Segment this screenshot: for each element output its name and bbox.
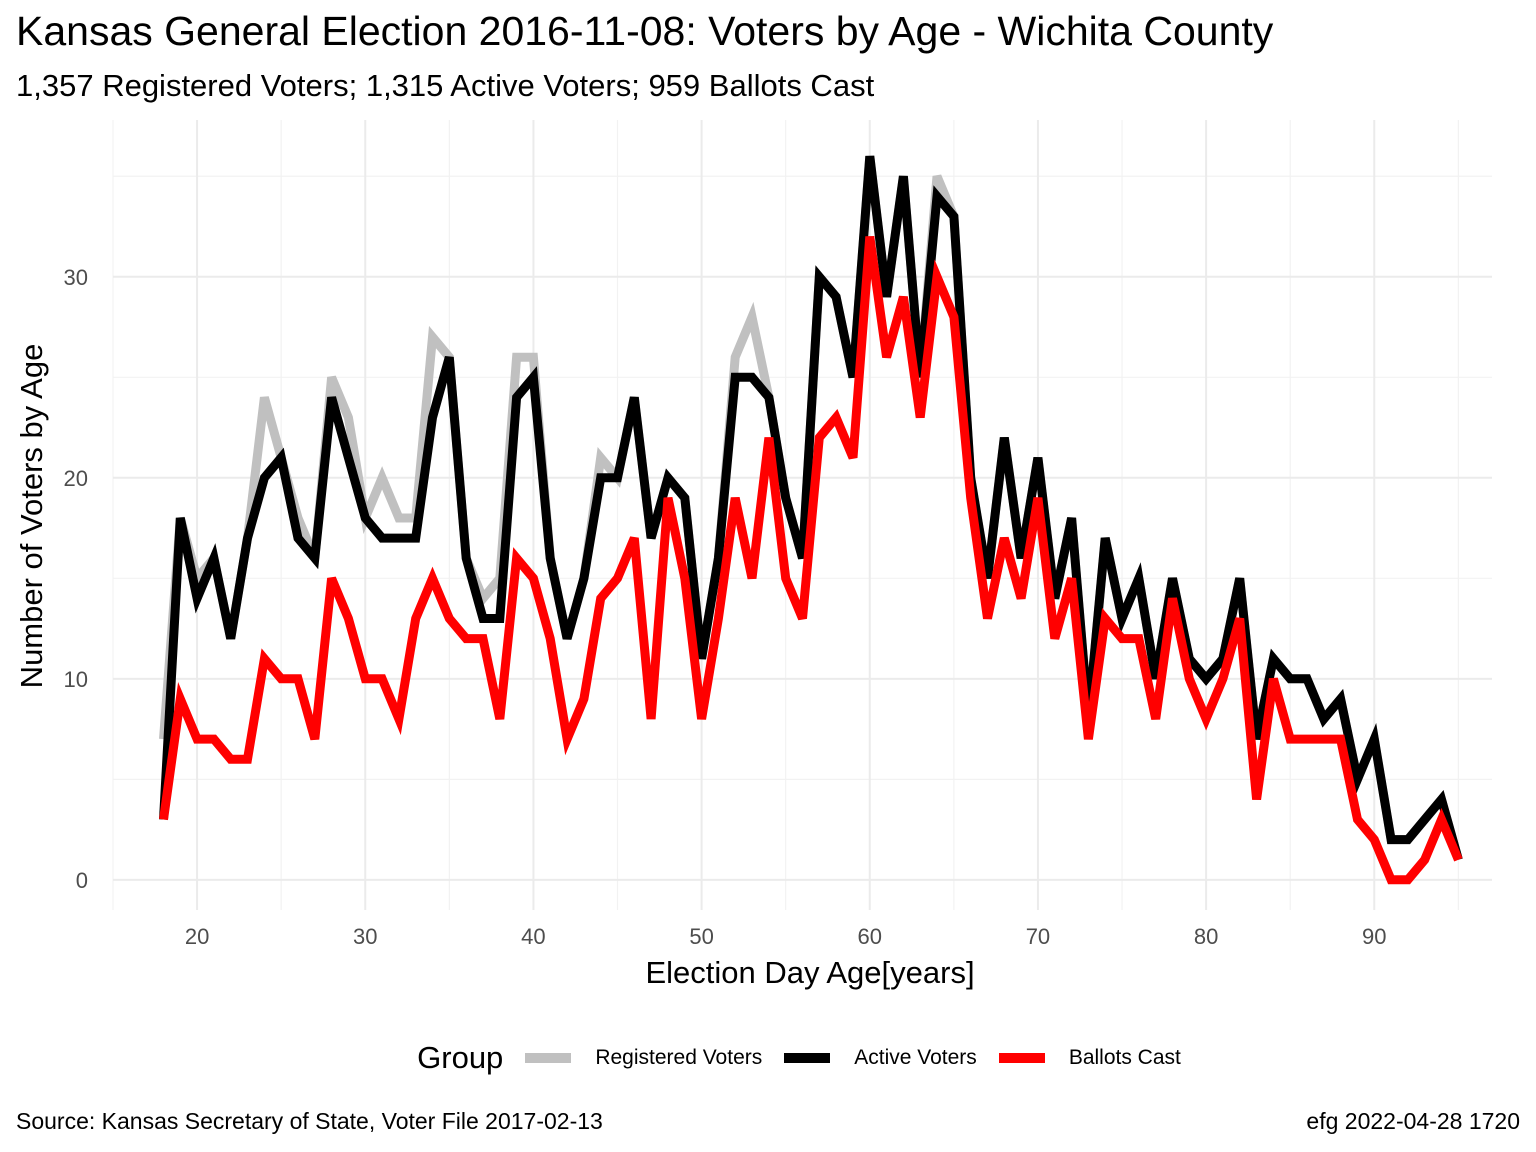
- series-lines: [159, 155, 1463, 885]
- x-tick-label: 60: [858, 924, 882, 949]
- chart-title: Kansas General Election 2016-11-08: Vote…: [16, 8, 1274, 54]
- legend: Group Registered Voters Active Voters Ba…: [0, 1040, 1536, 1076]
- x-axis-ticks: 20 30 40 50 60 70 80 90: [185, 924, 1387, 949]
- y-tick-label: 0: [76, 868, 88, 893]
- y-axis-title: Number of Voters by Age: [14, 343, 49, 689]
- x-tick-label: 30: [353, 924, 377, 949]
- legend-label-ballots: Ballots Cast: [1068, 1046, 1181, 1069]
- series-line-active-voters: [159, 155, 1463, 861]
- author-stamp: efg 2022-04-28 1720: [1306, 1108, 1520, 1134]
- x-tick-label: 90: [1362, 924, 1386, 949]
- x-tick-label: 80: [1194, 924, 1218, 949]
- legend-swatch-ballots: [998, 1053, 1045, 1063]
- legend-item-registered: Registered Voters: [525, 1046, 762, 1070]
- x-tick-label: 50: [689, 924, 713, 949]
- x-tick-label: 40: [521, 924, 545, 949]
- series-line-ballots-cast: [159, 235, 1463, 885]
- legend-swatch-active: [784, 1053, 831, 1063]
- legend-title: Group: [417, 1040, 504, 1075]
- x-tick-label: 70: [1026, 924, 1050, 949]
- legend-swatch-registered: [525, 1053, 572, 1063]
- source-note: Source: Kansas Secretary of State, Voter…: [16, 1108, 603, 1134]
- y-tick-label: 10: [64, 667, 88, 692]
- chart-subtitle: 1,357 Registered Voters; 1,315 Active Vo…: [16, 68, 875, 103]
- legend-label-active: Active Voters: [854, 1046, 977, 1069]
- y-tick-label: 30: [64, 265, 88, 290]
- x-axis-title: Election Day Age[years]: [645, 955, 975, 990]
- legend-item-active: Active Voters: [784, 1046, 977, 1070]
- legend-item-ballots: Ballots Cast: [998, 1046, 1181, 1070]
- legend-label-registered: Registered Voters: [595, 1046, 763, 1069]
- y-axis-ticks: 0 10 20 30: [64, 265, 88, 893]
- x-tick-label: 20: [185, 924, 209, 949]
- y-tick-label: 20: [64, 466, 88, 491]
